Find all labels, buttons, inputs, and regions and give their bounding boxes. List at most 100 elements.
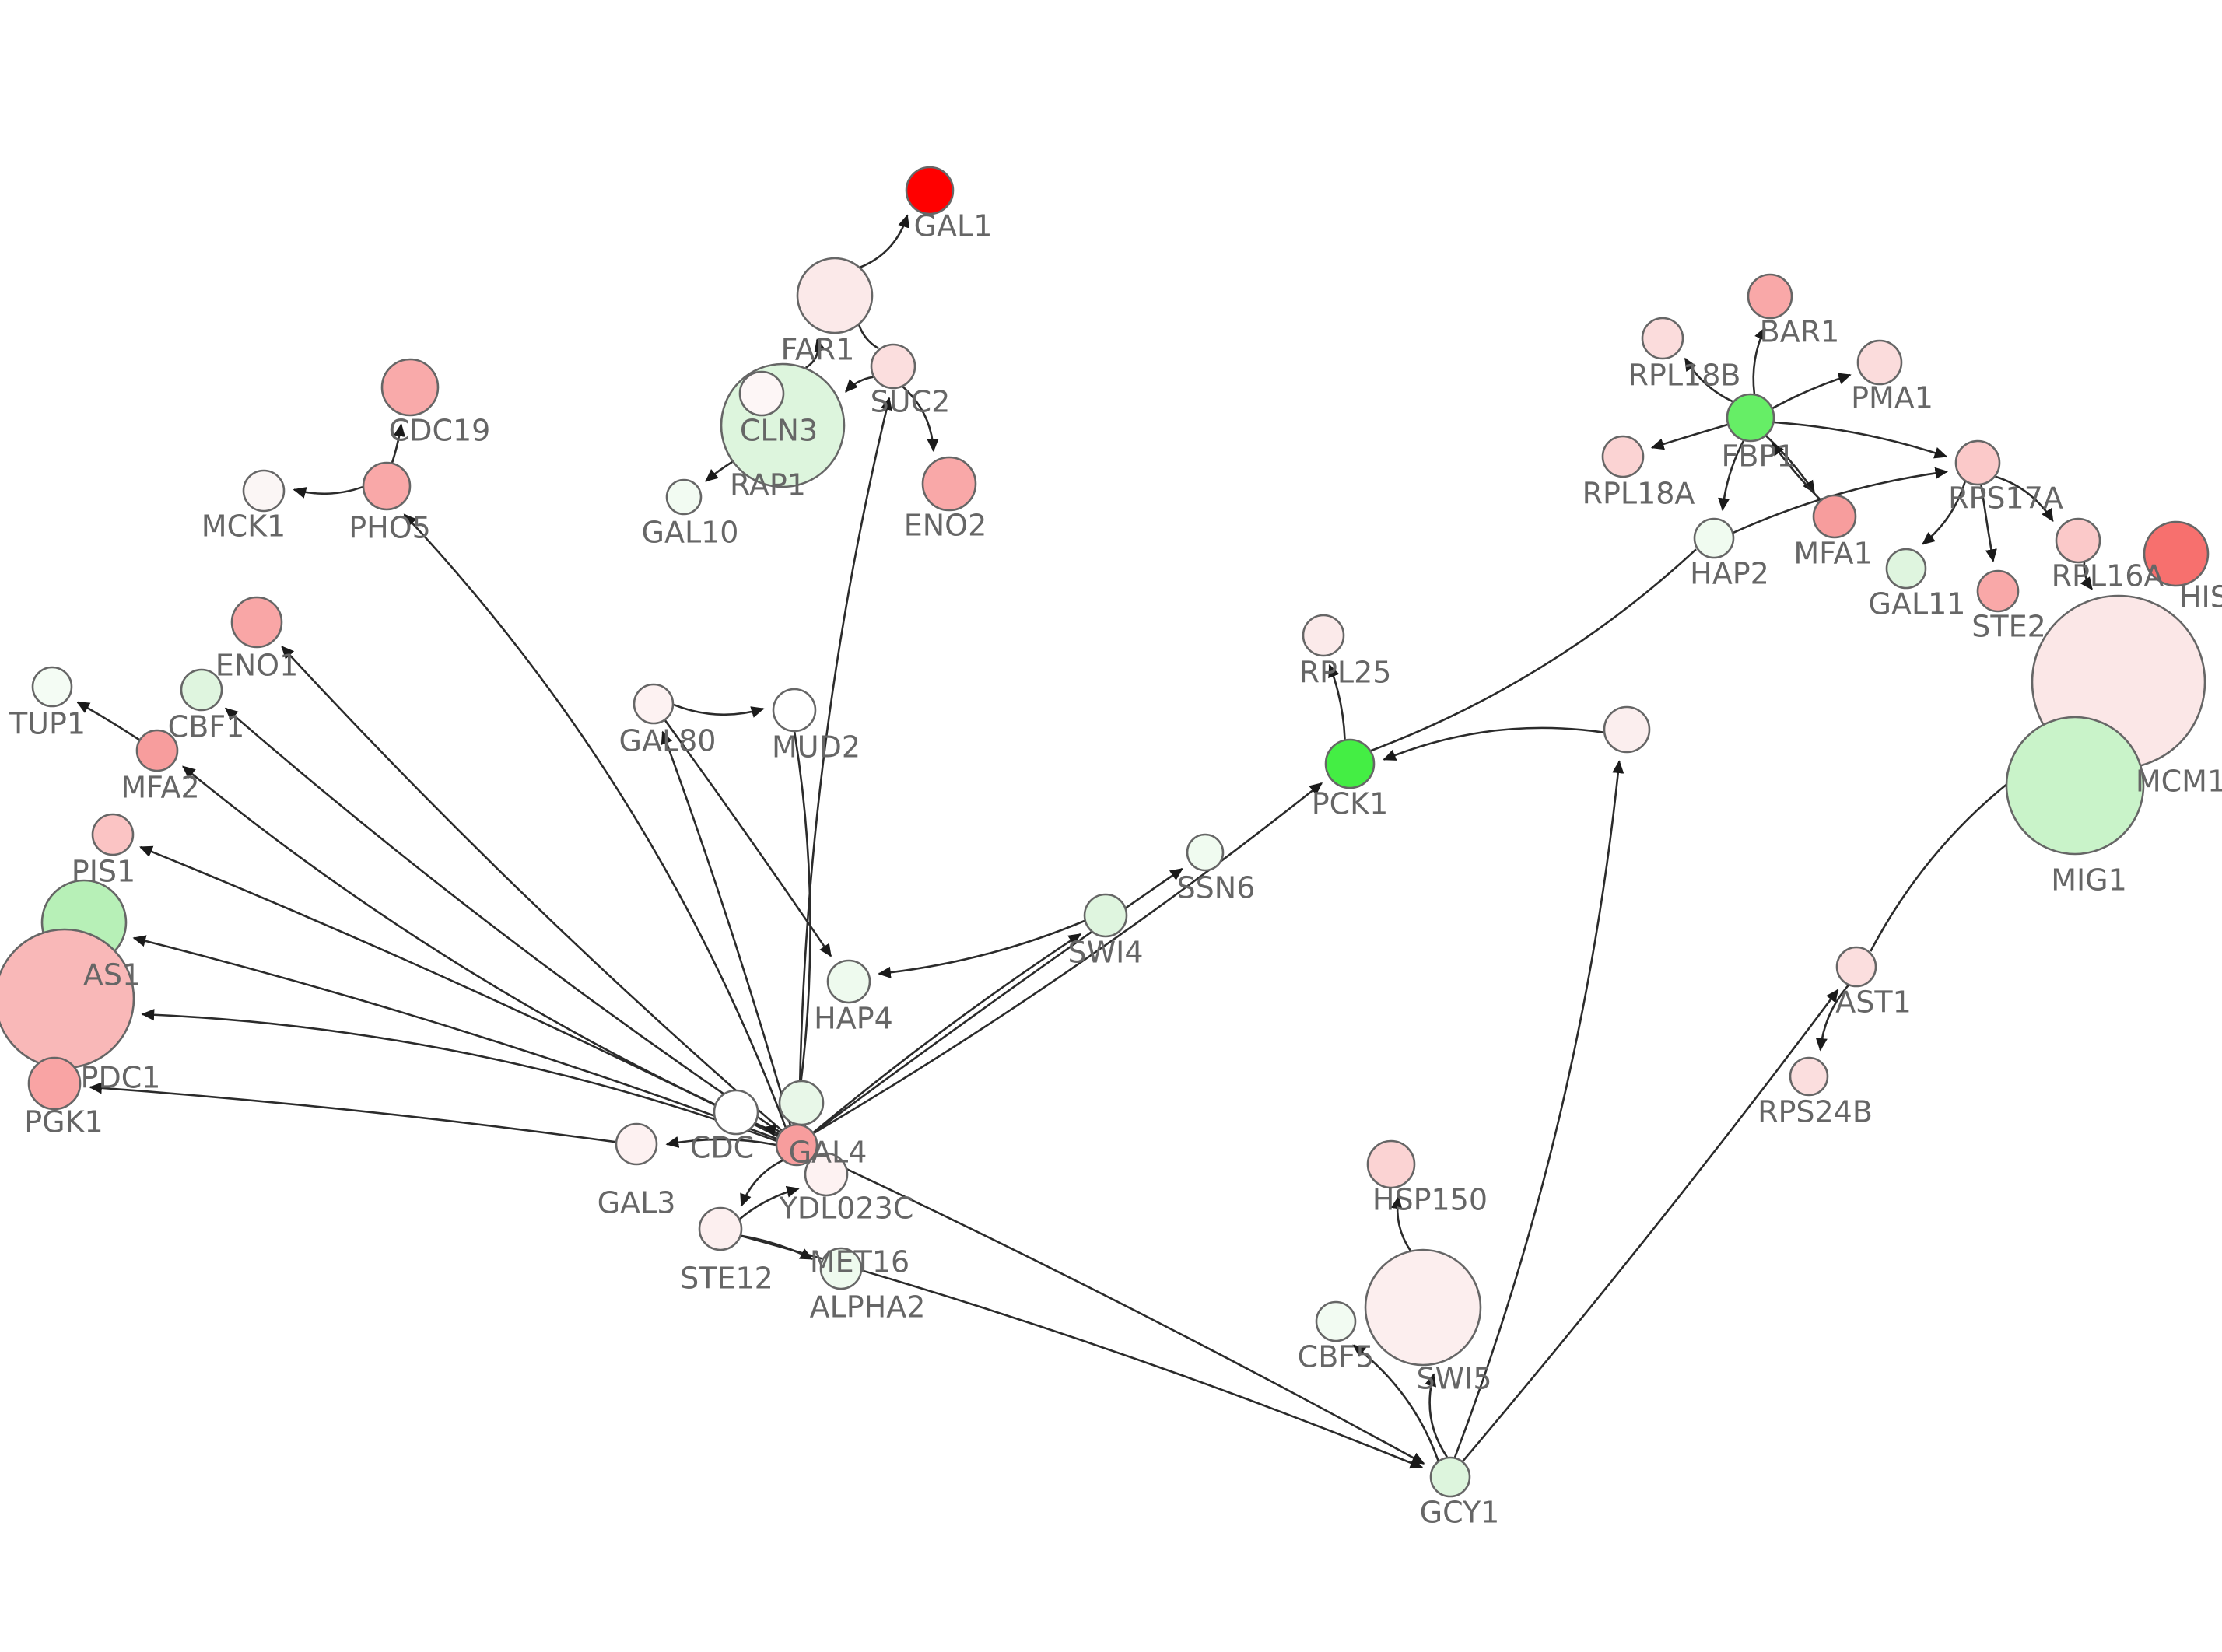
node-gal80[interactable] xyxy=(633,683,675,725)
node-label-pho5: PHO5 xyxy=(349,511,431,545)
edge-layer xyxy=(76,214,2093,1469)
node-label-mud2: MUD2 xyxy=(772,730,860,765)
node-gcy1[interactable] xyxy=(1429,1456,1471,1498)
edge-swi5-to-hsp150 xyxy=(1390,1195,1411,1251)
edge-mfa2-to-tup1 xyxy=(76,701,140,741)
node-pho5[interactable] xyxy=(362,461,412,511)
node-label-ydl023c: YDL023C xyxy=(779,1192,914,1226)
edge-gal80-to-mud2 xyxy=(673,703,765,718)
node-cbf1[interactable] xyxy=(180,668,223,712)
edge-gal3-to-pgk1 xyxy=(89,1082,616,1143)
node-label-rps24b: RPS24B xyxy=(1758,1095,1873,1129)
node-gal1[interactable] xyxy=(905,166,955,215)
node-rap1[interactable] xyxy=(738,370,785,417)
node-mfa1[interactable] xyxy=(1812,494,1857,539)
node-gal10[interactable] xyxy=(665,478,703,516)
node-label-pdc1: PDC1 xyxy=(81,1061,161,1095)
node-pck1[interactable] xyxy=(1324,738,1376,789)
node-cdc[interactable] xyxy=(713,1089,759,1136)
node-rps24b[interactable] xyxy=(1789,1056,1829,1097)
node-pis1[interactable] xyxy=(91,813,135,856)
node-tup1[interactable] xyxy=(31,666,73,708)
node-mfa2[interactable] xyxy=(135,729,179,772)
node-label-rpl18a: RPL18A xyxy=(1582,477,1695,511)
node-gal3[interactable] xyxy=(615,1122,658,1166)
node-cbf5[interactable] xyxy=(1315,1300,1357,1342)
node-label-fbp1: FBP1 xyxy=(1721,439,1795,474)
node-alpha2[interactable] xyxy=(819,1247,863,1290)
node-label-rpl16a: RPL16A xyxy=(2052,559,2164,593)
node-label-mfa1: MFA1 xyxy=(1793,537,1872,571)
node-suc2[interactable] xyxy=(870,343,916,390)
node-label-as1: AS1 xyxy=(83,958,141,992)
node-swi4[interactable] xyxy=(1083,893,1128,938)
node-mud2[interactable] xyxy=(772,688,817,733)
node-ste12[interactable] xyxy=(698,1206,743,1251)
node-hap4[interactable] xyxy=(826,959,871,1004)
node-bar1[interactable] xyxy=(1747,273,1793,320)
node-mck1[interactable] xyxy=(242,469,286,513)
node-label-pis1: PIS1 xyxy=(72,855,135,889)
node-rpl18b[interactable] xyxy=(1641,317,1684,360)
node-label-gal1: GAL1 xyxy=(914,209,993,243)
node-label-cbf1: CBF1 xyxy=(168,710,245,744)
node-rps17a[interactable] xyxy=(1954,439,2001,486)
node-ydl023c[interactable] xyxy=(804,1152,849,1197)
edge-gal4-to-gal3 xyxy=(665,1136,776,1148)
node-pgk1[interactable] xyxy=(27,1056,82,1111)
edge-fbp1-to-mfa1 xyxy=(1765,435,1816,494)
node-ast1[interactable] xyxy=(1835,946,1877,988)
node-label-hsp150: HSP150 xyxy=(1372,1183,1488,1217)
edge-fbp1-to-hap2 xyxy=(1718,440,1745,512)
edge-gcy1-to-ast1 xyxy=(1462,989,1839,1462)
node-label-cdc19: CDC19 xyxy=(389,414,491,448)
node-far1[interactable] xyxy=(796,257,874,334)
edge-gal4-to-pck1 xyxy=(813,782,1323,1134)
edge-fbp1-to-rps17a xyxy=(1774,421,1948,459)
node-swi5[interactable] xyxy=(1364,1248,1482,1367)
node-unlabeled[interactable] xyxy=(1603,705,1651,754)
edge-hap2-to-rps17a xyxy=(1733,467,1949,534)
node-his4[interactable] xyxy=(2143,520,2210,587)
edge-gal4-to-gcy1 xyxy=(815,1153,1425,1465)
edge-n_mid-to-pck1 xyxy=(1383,726,1604,761)
node-label-ste12: STE12 xyxy=(680,1262,773,1296)
node-label-tup1: TUP1 xyxy=(9,707,86,741)
node-gal11[interactable] xyxy=(1885,548,1927,590)
node-fbp1[interactable] xyxy=(1726,393,1775,443)
node-eno2[interactable] xyxy=(921,456,977,512)
node-label-swi5: SWI5 xyxy=(1416,1362,1491,1396)
edge-gal4-to-ste12 xyxy=(740,1159,783,1207)
node-hap2[interactable] xyxy=(1693,517,1735,559)
node-pdc1[interactable] xyxy=(0,928,135,1069)
node-label-ast1: AST1 xyxy=(1835,985,1912,1020)
node-label-ssn6: SSN6 xyxy=(1177,871,1256,905)
node-ssn6[interactable] xyxy=(1186,833,1225,872)
node-ste2[interactable] xyxy=(1976,569,2020,613)
edge-cln3-to-gal10 xyxy=(705,460,733,482)
node-label-mig1: MIG1 xyxy=(2051,863,2127,898)
edge-fbp1-to-rpl18a xyxy=(1650,423,1728,450)
node-rpl16a[interactable] xyxy=(2055,517,2101,564)
edge-gal4-to-ssn6 xyxy=(813,867,1183,1134)
node-label-met16: MET16 xyxy=(810,1245,909,1279)
edge-pho5-to-cdc19 xyxy=(391,423,405,464)
node-label-pma1: PMA1 xyxy=(1851,381,1933,415)
node-label-gal4: GAL4 xyxy=(789,1136,867,1170)
node-cdc19[interactable] xyxy=(380,358,440,417)
node-mig1[interactable] xyxy=(2005,716,2145,856)
node-label-gal10: GAL10 xyxy=(642,516,739,550)
node-unlabeled[interactable] xyxy=(778,1080,825,1126)
edge-fbp1-to-rpl18b xyxy=(1684,357,1733,403)
node-pma1[interactable] xyxy=(1856,339,1903,386)
node-layer xyxy=(0,166,2210,1498)
edge-pho5-to-mck1 xyxy=(293,485,363,499)
node-hsp150[interactable] xyxy=(1366,1139,1416,1189)
node-label-gcy1: GCY1 xyxy=(1420,1496,1500,1530)
node-rpl25[interactable] xyxy=(1302,614,1345,657)
node-rpl18a[interactable] xyxy=(1601,435,1645,478)
node-eno1[interactable] xyxy=(230,596,283,649)
node-label-mcm1: MCM1 xyxy=(2136,765,2222,799)
edge-rps17a-to-ste2 xyxy=(1980,485,1997,562)
